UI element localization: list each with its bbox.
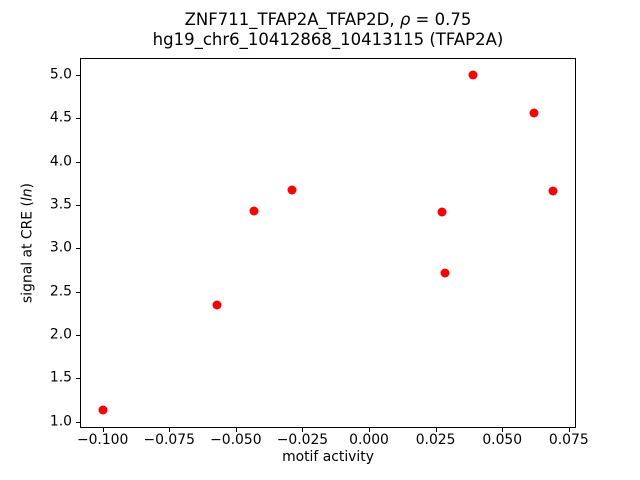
data-point bbox=[249, 206, 259, 216]
y-tick bbox=[76, 161, 80, 163]
x-tick-label: 0.000 bbox=[349, 432, 389, 448]
chart-title-suffix: = 0.75 bbox=[410, 10, 472, 29]
x-tick bbox=[369, 428, 371, 432]
y-tick-label: 3.5 bbox=[49, 196, 72, 213]
y-tick-label: 2.5 bbox=[49, 283, 72, 300]
chart-title-prefix: ZNF711_TFAP2A_TFAP2D, bbox=[184, 10, 400, 29]
x-tick-label: 0.075 bbox=[548, 432, 589, 448]
x-tick bbox=[435, 428, 437, 432]
x-tick-label: −0.100 bbox=[76, 432, 129, 448]
y-axis-label: signal at CRE (ln) bbox=[20, 183, 37, 303]
x-tick-label: 0.050 bbox=[482, 432, 523, 448]
y-tick-label: 3.0 bbox=[49, 239, 72, 256]
y-tick bbox=[76, 335, 80, 336]
x-tick-label: −0.050 bbox=[210, 432, 262, 448]
y-tick bbox=[76, 204, 80, 206]
x-tick bbox=[102, 428, 104, 432]
y-tick-label: 2.0 bbox=[49, 326, 72, 343]
x-tick-label: 0.025 bbox=[415, 432, 456, 448]
y-axis-label-suffix: ) bbox=[19, 183, 36, 189]
y-tick bbox=[76, 378, 80, 380]
x-tick bbox=[502, 428, 504, 432]
x-tick bbox=[169, 428, 171, 432]
y-axis-label-prefix: signal at CRE ( bbox=[19, 201, 36, 303]
data-point bbox=[212, 300, 222, 310]
y-axis-label-italic: ln bbox=[19, 188, 36, 202]
y-tick-label: 4.0 bbox=[49, 153, 72, 170]
y-tick-label: 1.0 bbox=[49, 413, 72, 430]
data-point bbox=[468, 70, 478, 80]
y-tick bbox=[76, 248, 80, 250]
data-point bbox=[548, 186, 558, 196]
y-tick-label: 1.5 bbox=[49, 369, 72, 386]
y-tick-label: 5.0 bbox=[49, 66, 72, 83]
data-point bbox=[98, 405, 108, 415]
data-point bbox=[440, 268, 450, 278]
chart-title: ZNF711_TFAP2A_TFAP2D, ρ = 0.75 hg19_chr6… bbox=[153, 10, 504, 49]
chart-title-line1: ZNF711_TFAP2A_TFAP2D, ρ = 0.75 bbox=[185, 10, 472, 29]
y-tick bbox=[76, 421, 80, 423]
plot-area bbox=[80, 58, 576, 428]
x-tick bbox=[568, 428, 570, 432]
y-tick-label: 4.5 bbox=[49, 109, 72, 126]
x-tick-label: −0.075 bbox=[143, 432, 195, 448]
x-tick-label: −0.025 bbox=[276, 432, 329, 448]
x-tick bbox=[302, 428, 304, 432]
chart-subtitle: hg19_chr6_10412868_10413115 (TFAP2A) bbox=[152, 29, 504, 49]
data-point bbox=[529, 108, 539, 118]
data-point bbox=[437, 207, 447, 217]
rho-symbol: ρ bbox=[399, 10, 411, 29]
data-point bbox=[287, 185, 297, 195]
y-tick bbox=[76, 74, 80, 76]
y-tick bbox=[76, 118, 80, 120]
x-axis-label: motif activity bbox=[282, 449, 374, 465]
y-tick bbox=[76, 291, 80, 293]
x-tick bbox=[235, 428, 237, 432]
